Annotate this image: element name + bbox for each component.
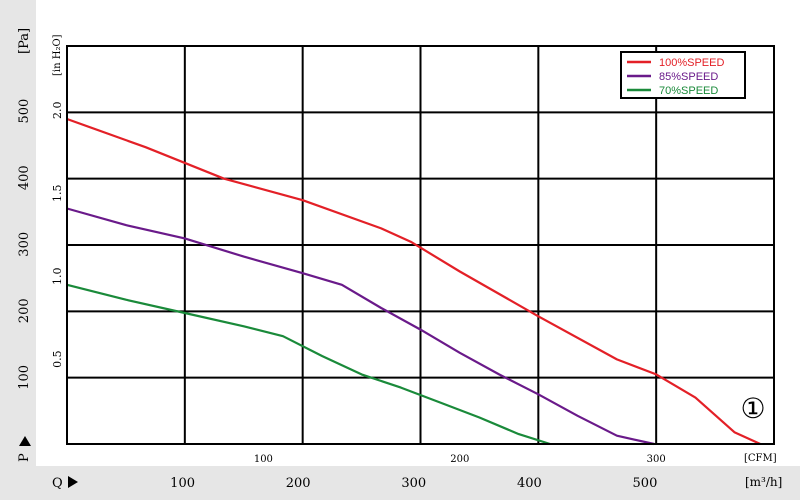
m3h-tick-label: 300 bbox=[401, 476, 426, 491]
curve-number-annotation: ① bbox=[740, 392, 765, 425]
pa-tick-label: 500 bbox=[17, 99, 32, 124]
pa-tick-label: 200 bbox=[17, 298, 32, 323]
q-axis-letter: Q bbox=[52, 476, 63, 491]
cfm-tick-label: 100 bbox=[254, 454, 273, 465]
inh2o-tick-label: 1.5 bbox=[51, 185, 64, 203]
m3h-unit-label: [m³/h] bbox=[745, 475, 782, 489]
curve-line-1 bbox=[66, 207, 655, 446]
p-axis-letter: P bbox=[17, 453, 32, 462]
legend-label: 100%SPEED bbox=[659, 57, 724, 69]
pa-tick-label: 400 bbox=[17, 165, 32, 190]
inh2o-tick-label: 2.0 bbox=[51, 102, 64, 120]
pa-tick-label: 300 bbox=[17, 232, 32, 257]
left-axis-band bbox=[0, 0, 36, 466]
cfm-unit-label: [CFM] bbox=[744, 453, 777, 464]
m3h-tick-label: 400 bbox=[517, 476, 542, 491]
inh2o-tick-label: 0.5 bbox=[51, 350, 64, 368]
pa-tick-label: 100 bbox=[17, 365, 32, 390]
pa-unit-label: [Pa] bbox=[17, 28, 32, 54]
m3h-tick-label: 200 bbox=[286, 476, 311, 491]
legend-label: 85%SPEED bbox=[659, 71, 718, 83]
tick-labels: 100 200 300 100 200 300 400 500 0.5 1.0 1.5 2.0 100 2… bbox=[17, 99, 666, 491]
legend: 100%SPEED 85%SPEED 70%SPEED bbox=[620, 51, 746, 99]
m3h-tick-label: 100 bbox=[170, 476, 195, 491]
inh2o-unit-label: [in H₂O] bbox=[52, 34, 63, 76]
inh2o-tick-label: 1.0 bbox=[51, 267, 64, 285]
legend-label: 70%SPEED bbox=[659, 85, 718, 97]
performance-curves bbox=[66, 117, 761, 446]
bottom-axis-band bbox=[0, 466, 800, 500]
q-axis-arrow bbox=[68, 476, 78, 488]
m3h-tick-label: 500 bbox=[633, 476, 658, 491]
cfm-tick-label: 200 bbox=[450, 454, 469, 465]
cfm-tick-label: 300 bbox=[647, 454, 666, 465]
plot-frame bbox=[66, 45, 775, 445]
curve-line-0 bbox=[66, 117, 761, 446]
p-axis-arrow bbox=[19, 436, 31, 446]
curve-line-2 bbox=[66, 283, 551, 446]
grid bbox=[67, 46, 774, 444]
